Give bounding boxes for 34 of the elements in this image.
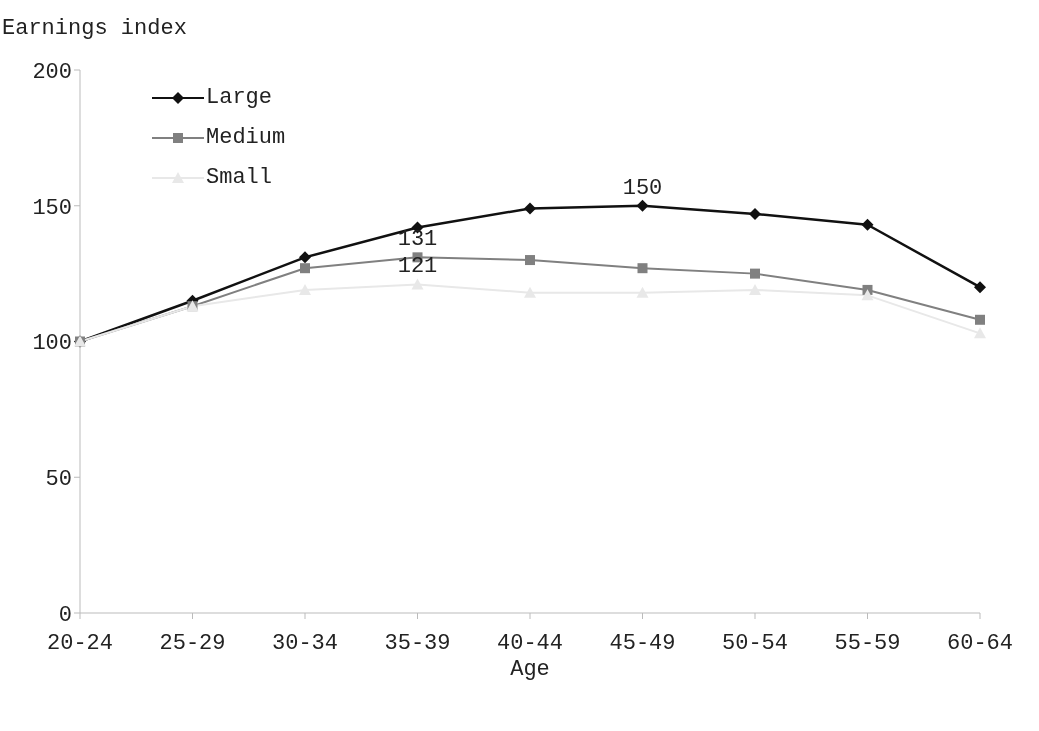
point (861, 289, 874, 301)
x-tick-label: 20-24 (46, 630, 114, 656)
y-axis-title: Earnings index (2, 16, 187, 41)
point (525, 255, 535, 266)
legend-label: Medium (206, 124, 286, 152)
x-tick-label: 40-44 (496, 630, 564, 656)
point (861, 218, 874, 231)
x-tick-label: 45-49 (609, 630, 676, 656)
point (749, 207, 761, 220)
data-label: 150 (622, 175, 663, 201)
point (975, 314, 985, 325)
point (524, 202, 536, 215)
y-tick-label: 200 (32, 59, 72, 85)
y-tick-label: 150 (32, 195, 72, 221)
y-tick-label: 50 (45, 467, 72, 493)
x-tick-label: 25-29 (159, 630, 226, 656)
x-axis-title: Age (510, 657, 550, 682)
x-tick-label: 60-64 (946, 630, 1014, 656)
legend-label: Large (206, 84, 273, 112)
point (299, 251, 311, 264)
point (974, 281, 986, 294)
y-tick-label: 0 (58, 602, 72, 628)
data-label: 121 (397, 254, 438, 280)
x-tick-label: 50-54 (721, 630, 789, 656)
point (636, 199, 649, 212)
point (750, 268, 760, 279)
point (300, 263, 310, 274)
legend-label: Small (206, 164, 273, 192)
point (637, 263, 648, 274)
x-tick-label: 55-59 (834, 630, 901, 656)
data-label: 131 (397, 227, 438, 253)
y-tick-label: 100 (32, 331, 72, 357)
x-tick-label: 30-34 (271, 630, 339, 656)
x-tick-label: 35-39 (384, 630, 451, 656)
